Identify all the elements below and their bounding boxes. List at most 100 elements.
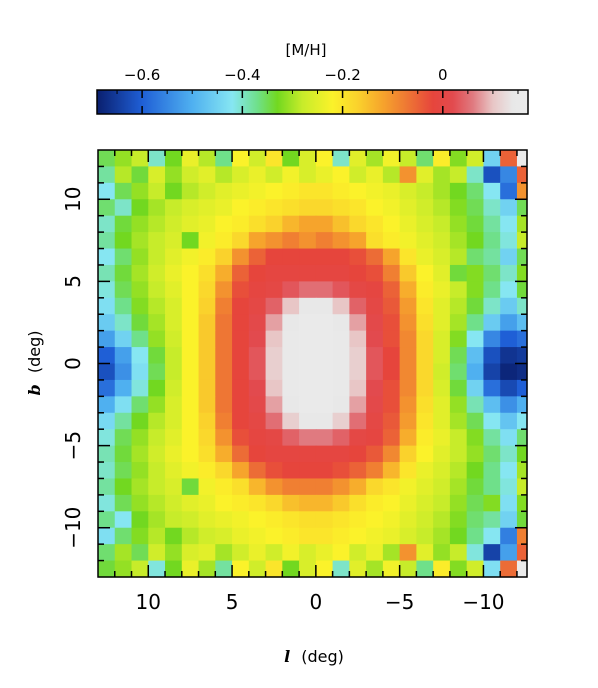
heatmap-cell (466, 215, 485, 233)
heatmap-cell (433, 182, 451, 200)
heatmap-cell (165, 199, 183, 217)
heatmap-cell (366, 264, 384, 282)
heatmap-cell (248, 248, 267, 266)
heatmap-cell (131, 347, 149, 365)
heatmap-cell (315, 462, 334, 480)
heatmap-cell (114, 445, 133, 463)
heatmap-cell (215, 396, 233, 414)
heatmap-cell (483, 264, 501, 282)
heatmap-cell (131, 363, 149, 381)
heatmap-cell (299, 527, 317, 545)
heatmap-cell (265, 396, 283, 414)
heatmap-cell (382, 150, 401, 168)
heatmap-cell (181, 150, 200, 168)
heatmap-cell (114, 560, 133, 578)
heatmap-cell (516, 363, 528, 381)
heatmap-cell (299, 199, 317, 217)
heatmap-cell (399, 297, 417, 315)
heatmap-cell (299, 412, 317, 430)
heatmap-cell (181, 363, 200, 381)
heatmap-cell (416, 478, 434, 496)
heatmap-cell (232, 412, 250, 430)
heatmap-cell (416, 527, 434, 545)
heatmap-cell (248, 478, 267, 496)
heatmap-cell (382, 445, 401, 463)
heatmap-cell (114, 330, 133, 348)
heatmap-cell (466, 314, 485, 332)
heatmap-cell (315, 429, 334, 447)
heatmap-cell (349, 363, 367, 381)
heatmap-cell (483, 478, 501, 496)
heatmap-cell (148, 281, 166, 299)
heatmap-cell (449, 429, 468, 447)
heatmap-cell (165, 429, 183, 447)
heatmap-cell (165, 150, 183, 168)
heatmap-cell (114, 248, 133, 266)
heatmap-cell (516, 281, 528, 299)
heatmap-cell (215, 182, 233, 200)
heatmap-cell (433, 347, 451, 365)
heatmap-cell (433, 215, 451, 233)
heatmap-cell (349, 478, 367, 496)
heatmap-cell (282, 232, 300, 250)
heatmap-cell (416, 215, 434, 233)
heatmap-cell (299, 281, 317, 299)
heatmap-cell (131, 199, 149, 217)
heatmap-cell (198, 478, 216, 496)
heatmap-cell (215, 215, 233, 233)
heatmap-cell (282, 494, 300, 512)
heatmap-cell (466, 182, 485, 200)
heatmap-cell (382, 363, 401, 381)
heatmap-cell (416, 347, 434, 365)
heatmap-cell (165, 494, 183, 512)
heatmap-cell (114, 494, 133, 512)
colorbar-tick-label: 0 (438, 66, 448, 84)
y-axis-tick-labels: 10 5 0 −5 −10 (61, 187, 85, 549)
heatmap-cell (181, 215, 200, 233)
x-tick-label: 0 (309, 590, 322, 614)
heatmap-cell (349, 396, 367, 414)
heatmap-cell (332, 281, 350, 299)
heatmap-cell (181, 281, 200, 299)
heatmap-cell (131, 314, 149, 332)
heatmap-cell (366, 544, 384, 562)
heatmap-cell (500, 248, 518, 266)
heatmap-cell (449, 363, 468, 381)
heatmap-cell (500, 363, 518, 381)
heatmap-cell (382, 462, 401, 480)
heatmap-cell (299, 248, 317, 266)
heatmap-cell (98, 412, 116, 430)
heatmap-cell (248, 330, 267, 348)
heatmap-cell (516, 511, 528, 529)
heatmap-cell (366, 445, 384, 463)
heatmap-cell (181, 264, 200, 282)
heatmap-cell (332, 199, 350, 217)
heatmap-cell (131, 544, 149, 562)
heatmap-cell (466, 166, 485, 184)
heatmap-cell (148, 544, 166, 562)
heatmap-cell (282, 544, 300, 562)
heatmap-cell (232, 166, 250, 184)
heatmap-cell (332, 248, 350, 266)
heatmap-cell (282, 330, 300, 348)
colorbar-ticks (116, 90, 519, 114)
heatmap-cell (248, 429, 267, 447)
heatmap-cell (332, 182, 350, 200)
heatmap-cells (98, 150, 528, 578)
colorbar-tick-label: −0.6 (124, 66, 160, 84)
heatmap-cell (165, 166, 183, 184)
heatmap-cell (315, 494, 334, 512)
heatmap-cell (315, 330, 334, 348)
heatmap-cell (449, 248, 468, 266)
heatmap-cell (232, 462, 250, 480)
heatmap-cell (131, 494, 149, 512)
heatmap-cell (248, 494, 267, 512)
heatmap-cell (516, 232, 528, 250)
heatmap-cell (366, 527, 384, 545)
heatmap-cell (165, 363, 183, 381)
heatmap-cell (349, 297, 367, 315)
heatmap-cell (282, 248, 300, 266)
heatmap-cell (349, 511, 367, 529)
heatmap-cell (282, 166, 300, 184)
heatmap-cell (98, 248, 116, 266)
